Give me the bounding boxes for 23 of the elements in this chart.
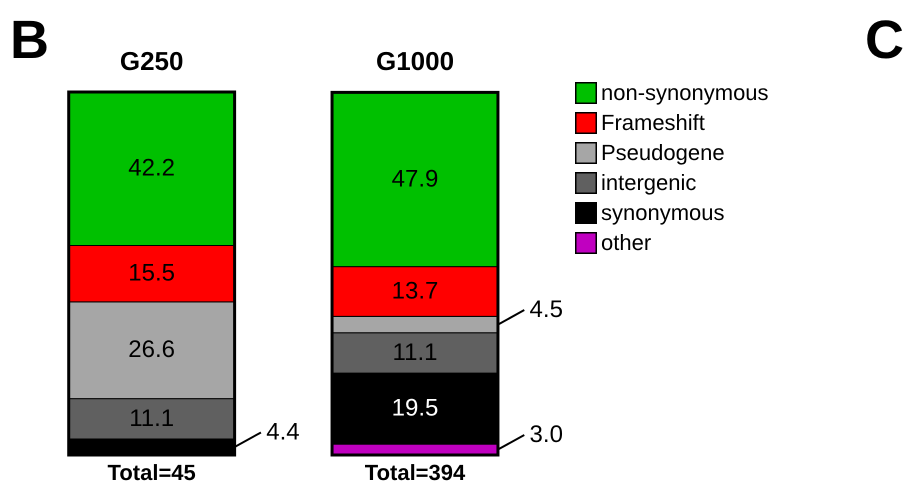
- data-label: 47.9: [392, 165, 438, 192]
- data-label: 26.6: [128, 336, 176, 364]
- text: Total=394: [364, 460, 466, 485]
- data-label: 15.5: [128, 260, 176, 287]
- legend-label: intergenic: [601, 170, 696, 195]
- data-label: 3.0: [530, 420, 563, 448]
- legend-label: other: [601, 230, 652, 255]
- data-label: 19.5: [392, 394, 438, 422]
- legend-label: Pseudogene: [601, 140, 725, 165]
- legend-label: synonymous: [601, 200, 725, 225]
- x-tick-label: G250: [120, 46, 184, 76]
- data-label: 13.7: [392, 278, 438, 305]
- x-tick-label: G1000: [376, 46, 454, 76]
- data-label: 11.1: [129, 404, 174, 432]
- legend-label: Frameshift: [601, 110, 705, 135]
- text: Total=45: [108, 460, 196, 485]
- text: B: [10, 10, 49, 70]
- data-label: 4.4: [266, 418, 300, 446]
- data-label: 4.5: [530, 296, 563, 324]
- text: C: [865, 10, 904, 70]
- data-label: 11.1: [392, 338, 438, 366]
- legend-label: non-synonymous: [601, 80, 769, 105]
- data-label: 42.2: [128, 154, 176, 182]
